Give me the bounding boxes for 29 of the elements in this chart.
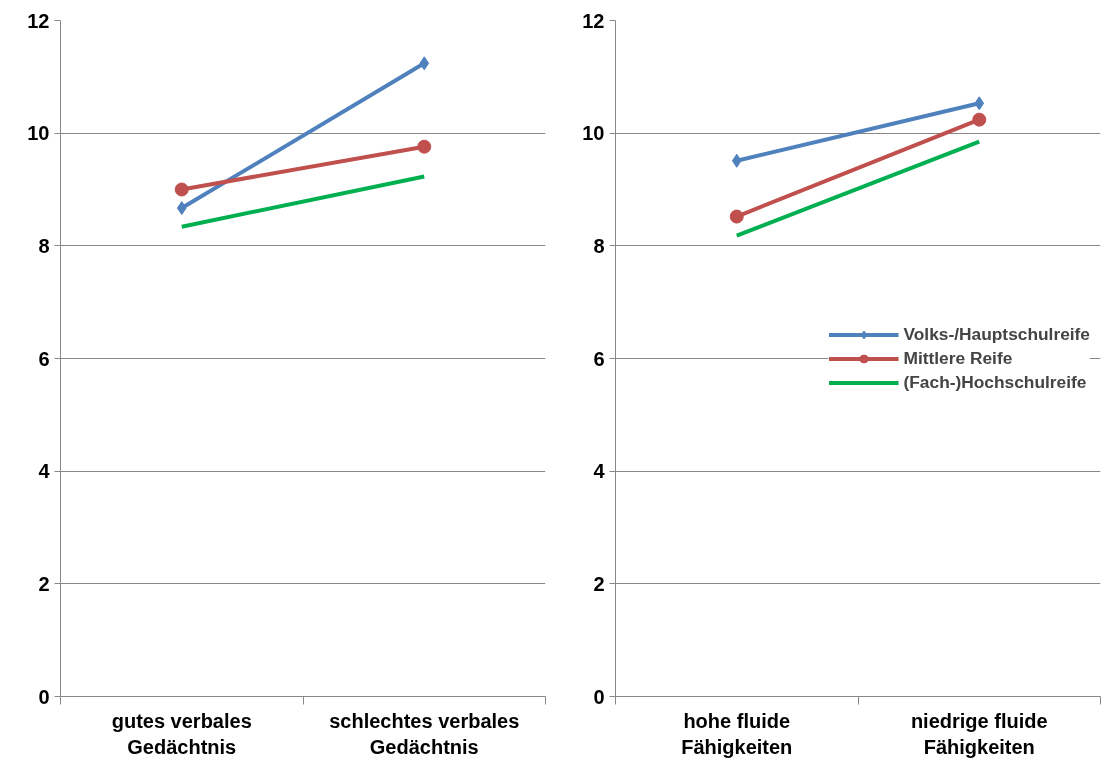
x-tick-label: schlechtes verbales Gedächtnis <box>329 709 520 758</box>
point <box>974 96 985 111</box>
y-tick-label: 10 <box>582 122 605 145</box>
y-tick-label: 0 <box>38 685 50 708</box>
y-tick-label: 6 <box>38 347 50 370</box>
point <box>419 56 430 71</box>
y-tick-label: 4 <box>593 460 606 483</box>
point <box>417 139 432 154</box>
point <box>176 201 187 216</box>
legend-label: Volks-/Hauptschulreife <box>903 323 1090 345</box>
y-tick-label: 6 <box>593 347 605 370</box>
x-tick-label: gutes verbales Gedächtnis <box>111 709 252 758</box>
y-tick-label: 8 <box>38 234 50 257</box>
y-tick-label: 12 <box>582 9 605 32</box>
y-tick-label: 0 <box>593 685 605 708</box>
y-tick-label: 2 <box>38 572 50 595</box>
point <box>174 182 189 197</box>
y-tick-label: 10 <box>27 122 50 145</box>
y-tick-label: 8 <box>593 234 605 257</box>
legend-label: (Fach-)Hochschulreife <box>903 371 1087 393</box>
x-tick-label: niedrige fluide Fähigkeiten <box>910 709 1048 758</box>
y-tick-label: 12 <box>27 9 50 32</box>
y-tick-label: 2 <box>593 572 605 595</box>
x-tick-label: hohe fluide Fähigkeiten <box>681 709 793 758</box>
point <box>729 209 744 224</box>
point <box>731 153 742 168</box>
point <box>972 112 987 127</box>
y-tick-label: 4 <box>38 460 51 483</box>
legend-label: Mittlere Reife <box>903 347 1013 369</box>
